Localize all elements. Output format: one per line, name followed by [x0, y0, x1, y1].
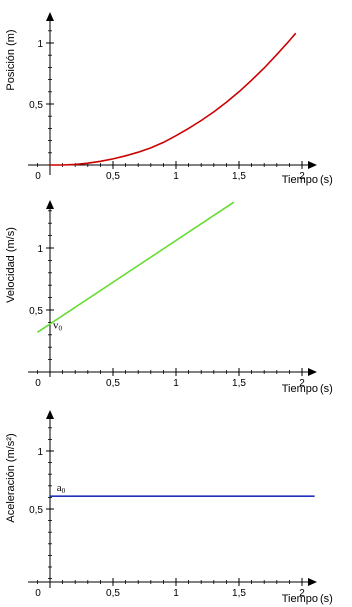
x-tick-label: 0,5: [106, 378, 120, 389]
x-tick-label: 2: [299, 378, 305, 389]
x-axis-arrow: [308, 578, 317, 586]
y-axis-title: Aceleración (m/s²): [5, 433, 17, 522]
y-tick-label: 0,5: [29, 306, 43, 317]
y-axis-arrow: [46, 410, 54, 419]
x-axis-arrow: [308, 368, 317, 376]
annotation-subscript: 0: [62, 487, 66, 495]
x-axis-unit: (s): [320, 383, 333, 395]
x-tick-label: 0: [35, 588, 41, 599]
x-tick-label: 1,5: [232, 171, 246, 182]
y-axis-title: Velocidad (m/s): [5, 227, 17, 303]
x-axis-unit: (s): [320, 593, 333, 605]
y-tick-label: 1: [37, 244, 43, 255]
annotation-label: a0: [57, 482, 66, 495]
x-axis-title: Tiempo: [282, 383, 318, 395]
x-axis-unit: (s): [320, 174, 333, 186]
x-tick-label: 1: [173, 378, 179, 389]
series-line: [36, 201, 235, 333]
x-tick-label: 1: [173, 171, 179, 182]
acceleration-chart: 0 0,5 1 1,5 2 0,5 1 Aceleración (m/s²) Tiempo (s)…: [5, 410, 333, 605]
x-tick-label: 2: [299, 171, 305, 182]
x-tick-label: 1: [173, 588, 179, 599]
y-axis-arrow: [46, 12, 54, 21]
x-tick-label: 0,5: [106, 171, 120, 182]
x-tick-label: 1,5: [232, 378, 246, 389]
y-tick-label: 1: [37, 39, 43, 50]
x-tick-label: 1,5: [232, 588, 246, 599]
annotation-label: v0: [53, 319, 63, 332]
position-chart: 0 0,5 1 1,5 2 0,5 1 Posición (m) Tiempo (s): [5, 12, 333, 186]
x-axis-title: Tiempo: [282, 593, 318, 605]
y-axis-arrow: [46, 200, 54, 209]
y-tick-label: 0,5: [29, 100, 43, 111]
y-tick-label: 1: [37, 447, 43, 458]
velocity-chart: 0 0,5 1 1,5 2 0,5 1 Velocidad (m/s) Tiempo (s) v0: [5, 200, 333, 395]
x-tick-label: 2: [299, 588, 305, 599]
x-axis-title: Tiempo: [282, 174, 318, 186]
x-tick-label: 0: [35, 378, 41, 389]
y-axis-title: Posición (m): [5, 29, 17, 90]
x-tick-label: 0: [35, 171, 41, 182]
y-tick-label: 0,5: [29, 505, 43, 516]
x-axis-arrow: [308, 161, 317, 169]
series-line: [50, 32, 297, 166]
x-tick-label: 0,5: [106, 588, 120, 599]
annotation-subscript: 0: [59, 324, 63, 332]
